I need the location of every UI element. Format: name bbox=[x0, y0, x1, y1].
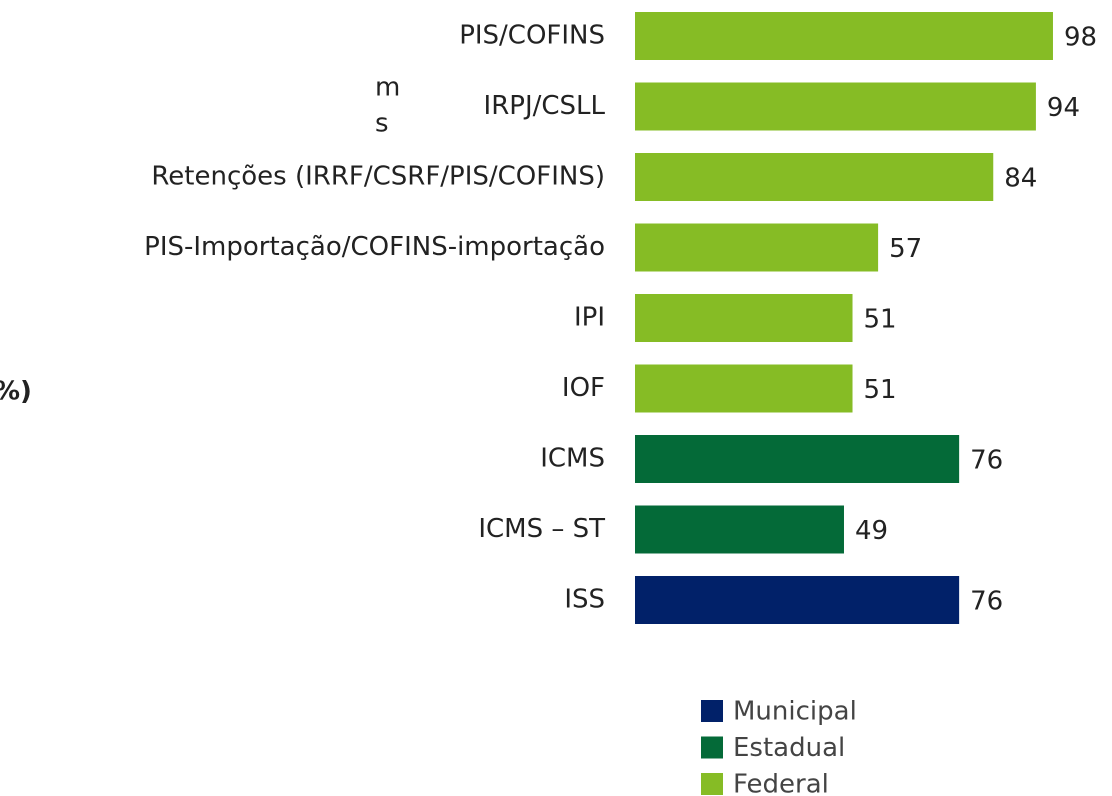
legend-text: Estadual bbox=[733, 733, 845, 763]
annotation: m bbox=[375, 73, 400, 103]
value-label: 84 bbox=[1004, 164, 1037, 194]
bar bbox=[635, 435, 960, 483]
bar bbox=[635, 153, 994, 201]
bar bbox=[635, 82, 1036, 131]
annotation: s bbox=[375, 109, 389, 139]
value-label: 51 bbox=[864, 375, 897, 405]
legend-swatch bbox=[701, 773, 723, 795]
value-label: 76 bbox=[970, 446, 1003, 476]
category-label: ISS bbox=[564, 585, 605, 615]
value-label: 94 bbox=[1047, 93, 1080, 123]
category-label: PIS-Importação/COFINS-importação bbox=[144, 232, 605, 262]
bar bbox=[635, 576, 960, 624]
value-label: 49 bbox=[855, 516, 888, 546]
value-label: 98 bbox=[1064, 23, 1097, 53]
category-label: ICMS – ST bbox=[478, 514, 605, 544]
bar bbox=[635, 223, 879, 272]
legend-swatch bbox=[701, 700, 723, 722]
category-label: Retenções (IRRF/CSRF/PIS/COFINS) bbox=[151, 162, 605, 192]
bar bbox=[635, 12, 1053, 60]
value-label: 51 bbox=[864, 305, 897, 335]
category-label: IPI bbox=[574, 303, 605, 333]
annotation: %) bbox=[0, 377, 32, 407]
value-label: 57 bbox=[889, 234, 922, 264]
value-label: 76 bbox=[970, 587, 1003, 617]
category-label: ICMS bbox=[540, 444, 605, 474]
legend-text: Municipal bbox=[733, 697, 857, 727]
bar bbox=[635, 364, 853, 413]
bar bbox=[635, 505, 844, 554]
bar bbox=[635, 294, 853, 342]
legend-text: Federal bbox=[733, 770, 829, 796]
category-label: IRPJ/CSLL bbox=[484, 91, 606, 121]
category-label: IOF bbox=[562, 373, 605, 403]
legend-swatch bbox=[701, 736, 723, 759]
category-label: PIS/COFINS bbox=[459, 21, 605, 51]
